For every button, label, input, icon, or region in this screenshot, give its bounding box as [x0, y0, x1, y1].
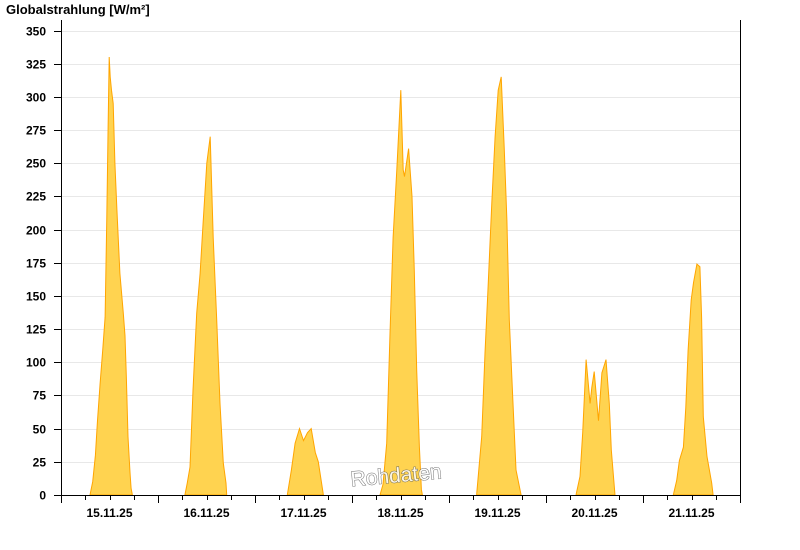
y-tick-label: 250	[26, 157, 46, 171]
y-tick-label: 175	[26, 257, 46, 271]
x-tick-label: 20.11.25	[571, 506, 617, 520]
area-day-15.11.25	[89, 56, 133, 496]
y-tick-label: 25	[33, 456, 47, 470]
y-tick-label: 75	[33, 389, 47, 403]
area-day-19.11.25	[476, 76, 522, 496]
y-tick-label: 125	[26, 323, 46, 337]
area-day-16.11.25	[184, 136, 228, 496]
chart-title: Globalstrahlung [W/m²]	[6, 2, 150, 17]
x-tick-label: 16.11.25	[183, 506, 229, 520]
y-tick-label: 0	[39, 489, 46, 503]
y-tick-label: 50	[33, 423, 47, 437]
area-day-17.11.25	[286, 426, 324, 496]
area-day-18.11.25	[379, 90, 424, 496]
y-axis-ticks: 0 25 50 75 100 125 150 175 200 225 250 275 300 325 350	[26, 25, 61, 503]
area-day-21.11.25	[672, 263, 714, 496]
x-tick-label: 21.11.25	[668, 506, 714, 520]
y-tick-label: 225	[26, 190, 46, 204]
y-tick-label: 300	[26, 91, 46, 105]
x-tick-label: 15.11.25	[86, 506, 132, 520]
y-tick-label: 275	[26, 124, 46, 138]
y-tick-label: 100	[26, 356, 46, 370]
x-tick-label: 18.11.25	[377, 506, 423, 520]
watermark: Rohdaten	[350, 460, 443, 491]
x-tick-label: 17.11.25	[280, 506, 326, 520]
area-day-20.11.25	[575, 359, 616, 496]
x-tick-label: 19.11.25	[474, 506, 520, 520]
y-tick-label: 325	[26, 58, 46, 72]
y-tick-label: 150	[26, 290, 46, 304]
x-axis-ticks: 15.11.25 16.11.25 17.11.25 18.11.25 19.11.25…	[61, 495, 741, 520]
data-areas	[89, 56, 714, 496]
y-tick-label: 200	[26, 224, 46, 238]
y-tick-label: 350	[26, 25, 46, 39]
